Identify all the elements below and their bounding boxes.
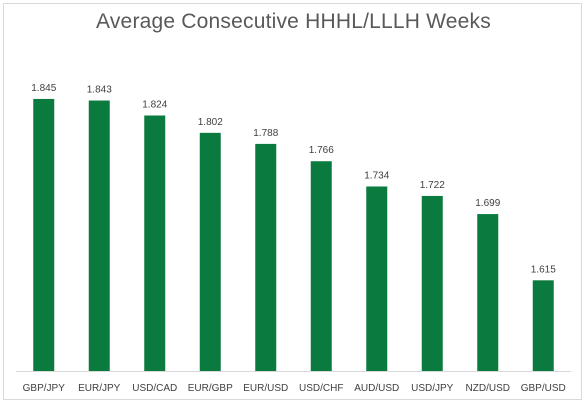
x-tick-label: AUD/USD: [354, 383, 399, 394]
data-label: 1.734: [364, 170, 389, 181]
bar-eur-usd: [255, 143, 277, 371]
x-tick-label: USD/JPY: [411, 383, 454, 394]
data-label: 1.824: [142, 100, 167, 111]
x-tick-label: NZD/USD: [466, 383, 510, 394]
bar-usd-cad: [144, 115, 166, 371]
bar-usd-chf: [310, 161, 332, 371]
chart-title: Average Consecutive HHHL/LLLH Weeks: [96, 10, 491, 33]
data-label: 1.802: [198, 117, 223, 128]
data-label: 1.766: [309, 145, 334, 156]
data-label: 1.788: [253, 128, 278, 139]
x-tick-label: EUR/GBP: [188, 383, 233, 394]
x-tick-label: GBP/JPY: [23, 383, 66, 394]
bar-eur-jpy: [88, 100, 110, 372]
x-tick-label: USD/CAD: [132, 383, 177, 394]
bar-gbp-usd: [532, 280, 554, 371]
bar-nzd-usd: [477, 214, 499, 371]
data-label: 1.699: [475, 198, 500, 209]
x-tick-label: EUR/USD: [243, 383, 288, 394]
x-tick-label: EUR/JPY: [78, 383, 121, 394]
data-label: 1.845: [31, 83, 56, 94]
data-label: 1.615: [531, 264, 556, 275]
x-tick-label: USD/CHF: [299, 383, 343, 394]
data-label: 1.843: [87, 85, 112, 96]
bar-usd-jpy: [421, 195, 443, 371]
bar-gbp-jpy: [33, 98, 55, 371]
bar-aud-usd: [366, 186, 388, 371]
x-tick-label: GBP/USD: [521, 383, 566, 394]
data-label: 1.722: [420, 180, 445, 191]
bar-eur-gbp: [199, 132, 221, 371]
